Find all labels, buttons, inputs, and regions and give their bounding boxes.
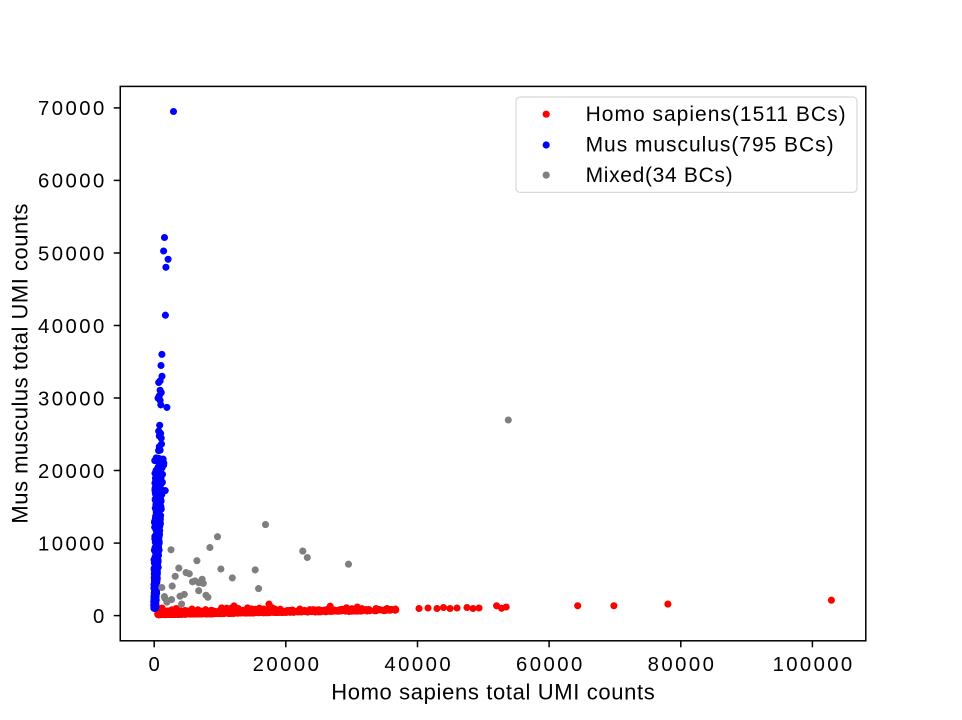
- svg-text:Mixed(34 BCs): Mixed(34 BCs): [586, 164, 733, 187]
- svg-text:60000: 60000: [38, 171, 104, 193]
- svg-text:Mus musculus total UMI counts: Mus musculus total UMI counts: [7, 204, 32, 524]
- svg-text:Mus musculus(795 BCs): Mus musculus(795 BCs): [586, 133, 834, 156]
- svg-text:0: 0: [149, 654, 160, 676]
- svg-text:50000: 50000: [38, 243, 104, 265]
- svg-text:80000: 80000: [648, 654, 714, 676]
- svg-text:10000: 10000: [38, 533, 104, 555]
- svg-text:40000: 40000: [384, 654, 450, 676]
- svg-text:0: 0: [93, 606, 104, 628]
- svg-text:Homo sapiens(1511 BCs): Homo sapiens(1511 BCs): [586, 103, 846, 126]
- svg-text:70000: 70000: [38, 98, 104, 120]
- svg-text:30000: 30000: [38, 388, 104, 410]
- svg-text:20000: 20000: [253, 654, 319, 676]
- svg-text:40000: 40000: [38, 316, 104, 338]
- svg-text:20000: 20000: [38, 461, 104, 483]
- svg-text:Homo sapiens total UMI counts: Homo sapiens total UMI counts: [331, 680, 655, 705]
- svg-text:60000: 60000: [516, 654, 582, 676]
